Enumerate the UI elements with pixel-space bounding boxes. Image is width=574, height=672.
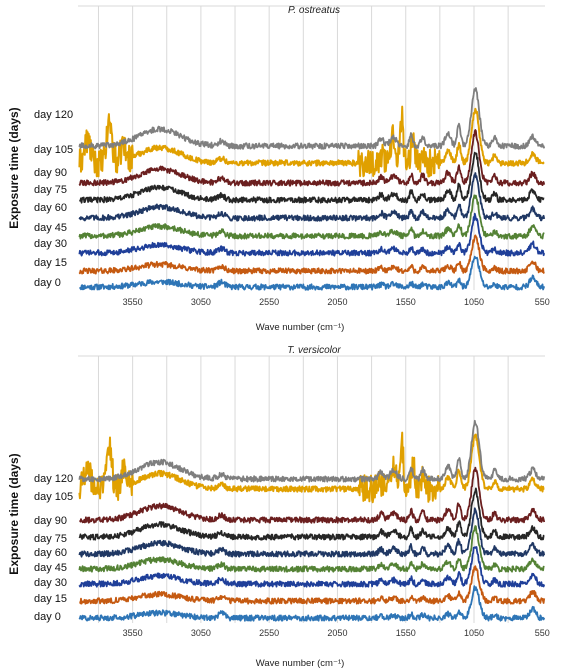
series-line-day-45 xyxy=(78,525,545,573)
series-line-day-120 xyxy=(78,87,546,150)
day-label-day-90: day 90 xyxy=(34,515,67,527)
x-tick-label: 3050 xyxy=(191,297,211,307)
x-tick-label: 2550 xyxy=(259,297,279,307)
x-tick-label: 1050 xyxy=(464,628,484,638)
x-tick-label: 1550 xyxy=(396,628,416,638)
x-tick-label: 3550 xyxy=(123,628,143,638)
day-label-day-0: day 0 xyxy=(34,277,61,289)
day-labels: day 0 day 15 day 30 day 45 day 60 day 75 day 9… xyxy=(34,109,73,289)
spectra-series xyxy=(78,419,546,622)
day-label-day-105: day 105 xyxy=(34,144,73,156)
x-tick-label: 550 xyxy=(535,628,550,638)
x-tick-label: 2050 xyxy=(327,297,347,307)
chart-title: T. versicolor xyxy=(287,345,341,356)
day-label-day-15: day 15 xyxy=(34,593,67,605)
day-label-day-60: day 60 xyxy=(34,202,67,214)
series-line-day-60 xyxy=(78,172,546,222)
series-line-day-105 xyxy=(78,105,545,178)
day-label-day-30: day 30 xyxy=(34,577,67,589)
chart-title: P. ostreatus xyxy=(288,5,340,16)
series-line-day-0 xyxy=(79,255,546,291)
series-line-day-30 xyxy=(78,546,546,588)
x-tick-label: 3550 xyxy=(123,297,143,307)
day-label-day-45: day 45 xyxy=(34,222,67,234)
series-line-day-15 xyxy=(78,234,545,275)
x-tick-label: 1050 xyxy=(464,297,484,307)
spectra-series xyxy=(78,87,546,291)
series-line-day-75 xyxy=(78,487,545,541)
x-tick-label: 550 xyxy=(535,297,550,307)
day-label-day-75: day 75 xyxy=(34,533,67,545)
chart-p-ostreatus: P. ostreatus 3550 3050 2550 2050 1550 1050 550… xyxy=(7,5,550,333)
x-tick-label: 1550 xyxy=(396,297,416,307)
series-line-day-90 xyxy=(79,466,546,524)
series-line-day-105 xyxy=(78,431,545,504)
day-label-day-0: day 0 xyxy=(34,611,61,623)
x-tick-labels: 3550 3050 2550 2050 1550 1050 550 xyxy=(123,297,550,307)
day-label-day-75: day 75 xyxy=(34,184,67,196)
x-tick-label: 2550 xyxy=(259,628,279,638)
x-tick-labels: 3550 3050 2550 2050 1550 1050 550 xyxy=(123,628,550,638)
series-line-day-15 xyxy=(79,565,546,605)
x-axis-label: Wave number (cm⁻¹) xyxy=(256,658,345,669)
day-label-day-90: day 90 xyxy=(34,167,67,179)
chart-t-versicolor: T. versicolor 3550 3050 2550 2050 1550 1050 55… xyxy=(7,345,550,669)
series-line-day-0 xyxy=(78,585,546,622)
x-tick-label: 3050 xyxy=(191,628,211,638)
series-line-day-30 xyxy=(78,212,546,257)
series-line-day-120 xyxy=(78,419,546,483)
x-tick-label: 2050 xyxy=(327,628,347,638)
day-label-day-30: day 30 xyxy=(34,238,67,250)
day-label-day-45: day 45 xyxy=(34,562,67,574)
y-axis-label: Exposure time (days) xyxy=(7,107,21,228)
day-label-day-60: day 60 xyxy=(34,547,67,559)
series-line-day-45 xyxy=(78,194,545,240)
day-label-day-105: day 105 xyxy=(34,491,73,503)
series-line-day-75 xyxy=(79,151,545,204)
x-axis-label: Wave number (cm⁻¹) xyxy=(256,322,345,333)
day-label-day-120: day 120 xyxy=(34,473,73,485)
day-label-day-120: day 120 xyxy=(34,109,73,121)
series-line-day-90 xyxy=(78,129,546,187)
series-line-day-60 xyxy=(78,507,546,558)
y-axis-label: Exposure time (days) xyxy=(7,453,21,574)
day-label-day-15: day 15 xyxy=(34,257,67,269)
day-labels: day 0 day 15 day 30 day 45 day 60 day 75 day 9… xyxy=(34,473,73,623)
